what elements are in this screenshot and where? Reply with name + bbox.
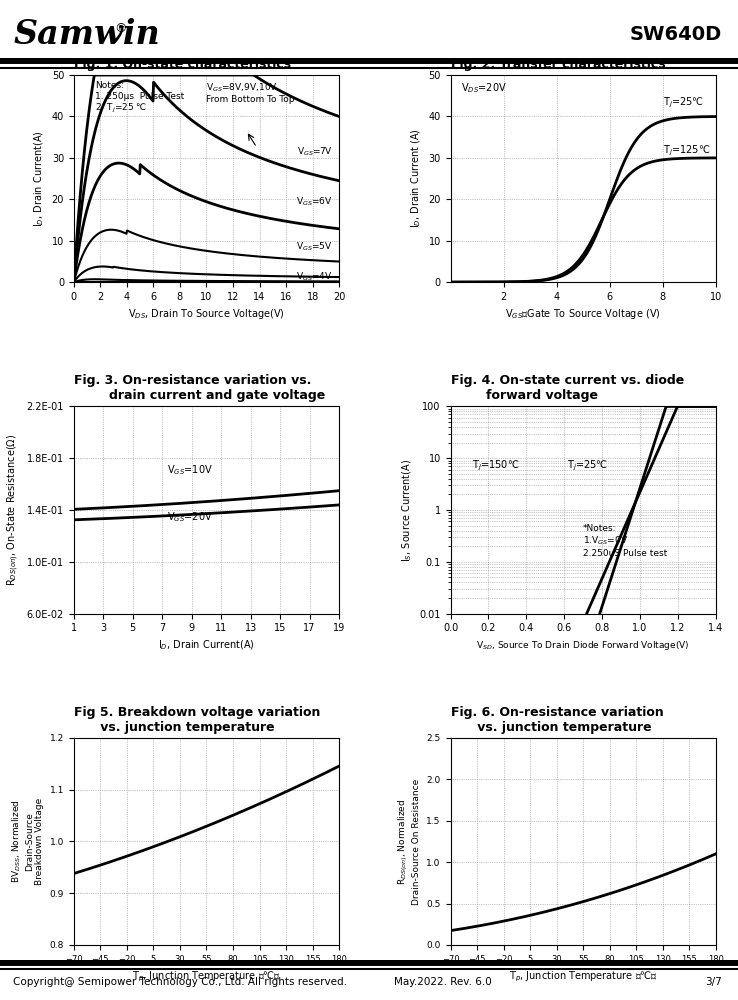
Y-axis label: R$_{DS(on)}$, On-State Resistance(Ω): R$_{DS(on)}$, On-State Resistance(Ω) [6,434,21,586]
Text: V$_{GS}$=5V: V$_{GS}$=5V [296,241,333,253]
X-axis label: V$_{DS}$, Drain To Source Voltage(V): V$_{DS}$, Drain To Source Voltage(V) [128,307,285,321]
Y-axis label: R$_{DS(on)}$, Normalized
Drain-Source On Resistance: R$_{DS(on)}$, Normalized Drain-Source On… [397,778,421,905]
Text: *Notes:
1.V$_{GS}$=0V
2.250uS Pulse test: *Notes: 1.V$_{GS}$=0V 2.250uS Pulse test [583,524,667,558]
Text: V$_{GS}$=4V: V$_{GS}$=4V [296,271,333,283]
Text: Fig. 3. On-resistance variation vs.
        drain current and gate voltage: Fig. 3. On-resistance variation vs. drai… [74,374,325,402]
X-axis label: V$_{GS}$，Gate To Source Voltage (V): V$_{GS}$，Gate To Source Voltage (V) [506,307,661,321]
Text: May.2022. Rev. 6.0: May.2022. Rev. 6.0 [394,977,492,987]
Text: 3/7: 3/7 [705,977,722,987]
Text: Samwin: Samwin [13,18,160,51]
Text: Fig. 4. On-state current vs. diode
        forward voltage: Fig. 4. On-state current vs. diode forwa… [450,374,684,402]
Text: SW640D: SW640D [630,25,722,44]
Text: V$_{GS}$=7V: V$_{GS}$=7V [297,145,333,158]
Y-axis label: I$_{D}$, Drain Current (A): I$_{D}$, Drain Current (A) [410,129,423,228]
Text: Fig. 1. On-state characteristics: Fig. 1. On-state characteristics [74,58,291,71]
Text: V$_{GS}$=20V: V$_{GS}$=20V [167,510,213,524]
Text: T$_j$=125℃: T$_j$=125℃ [663,143,710,158]
X-axis label: T$_{p}$, Junction Temperature （℃）: T$_{p}$, Junction Temperature （℃） [132,969,281,984]
Text: T$_j$=25℃: T$_j$=25℃ [568,459,608,473]
X-axis label: I$_{D}$, Drain Current(A): I$_{D}$, Drain Current(A) [158,639,255,652]
Text: ®: ® [114,22,127,35]
Text: T$_j$=150℃: T$_j$=150℃ [472,459,519,473]
Y-axis label: I$_{D}$, Drain Current(A): I$_{D}$, Drain Current(A) [32,130,46,227]
Text: Fig. 2. Transfer characteristics: Fig. 2. Transfer characteristics [450,58,665,71]
Text: Fig 5. Breakdown voltage variation
      vs. junction temperature: Fig 5. Breakdown voltage variation vs. j… [74,706,320,734]
Text: V$_{GS}$=10V: V$_{GS}$=10V [167,463,213,477]
Y-axis label: I$_{S}$, Source Current(A): I$_{S}$, Source Current(A) [400,458,414,562]
X-axis label: V$_{SD}$, Source To Drain Diode Forward Voltage(V): V$_{SD}$, Source To Drain Diode Forward … [477,639,690,652]
Text: Fig. 6. On-resistance variation
      vs. junction temperature: Fig. 6. On-resistance variation vs. junc… [450,706,663,734]
X-axis label: T$_{p}$, Junction Temperature （℃）: T$_{p}$, Junction Temperature （℃） [508,969,658,984]
Text: V$_{GS}$=6V: V$_{GS}$=6V [296,195,333,208]
Text: V$_{DS}$=20V: V$_{DS}$=20V [461,81,507,95]
Text: V$_{GS}$=8V,9V,10V
From Bottom To Top: V$_{GS}$=8V,9V,10V From Bottom To Top [207,81,295,104]
Text: Copyright@ Semipower Technology Co., Ltd. All rights reserved.: Copyright@ Semipower Technology Co., Ltd… [13,977,348,987]
Y-axis label: BV$_{DSS}$, Normalized
Drain-Source
Breakdown Voltage: BV$_{DSS}$, Normalized Drain-Source Brea… [11,798,44,885]
Text: Notes:
1. 250μs  Pulse Test
2. T$_j$=25 ℃: Notes: 1. 250μs Pulse Test 2. T$_j$=25 ℃ [95,81,184,115]
Text: T$_j$=25℃: T$_j$=25℃ [663,96,704,110]
